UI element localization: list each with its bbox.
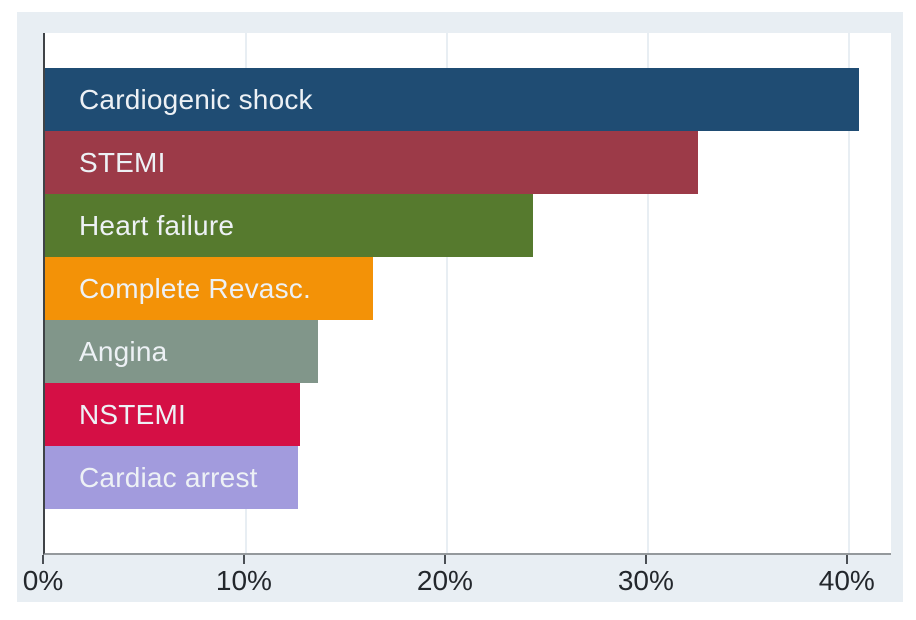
gridline-40 (847, 33, 850, 553)
x-tick-label: 30% (617, 565, 674, 596)
bar-label: Cardiogenic shock (79, 83, 313, 115)
chart-bar: Cardiogenic shock (45, 68, 859, 131)
x-axis: 0% 10% 20% 30% 40% (23, 555, 889, 607)
x-tick-label: 20% (416, 565, 473, 596)
chart-panel: Cardiogenic shock STEMI Heart failure Compl… (17, 12, 903, 602)
chart-bar: Angina (45, 320, 319, 383)
bar-label: Angina (79, 335, 168, 367)
gridline-30 (646, 33, 649, 553)
chart-bar: Heart failure (45, 194, 534, 257)
x-tick-label: 10% (215, 565, 272, 596)
chart-bar: Cardiac arrest (45, 446, 299, 509)
gridline-20 (445, 33, 448, 553)
chart-bar: STEMI (45, 131, 699, 194)
x-tick (845, 555, 848, 564)
x-tick (443, 555, 446, 564)
bar-label: Cardiac arrest (79, 461, 258, 493)
x-tick (644, 555, 647, 564)
x-tick (242, 555, 245, 564)
x-tick-label: 0% (22, 565, 64, 596)
bar-series: Cardiogenic shock STEMI Heart failure Compl… (45, 68, 891, 509)
bar-label: Complete Revasc. (79, 272, 311, 304)
plot-area: Cardiogenic shock STEMI Heart failure Compl… (43, 33, 891, 555)
x-tick-label: 40% (818, 565, 875, 596)
bar-label: STEMI (79, 146, 166, 178)
chart-bar: Complete Revasc. (45, 257, 373, 320)
bar-label: NSTEMI (79, 398, 186, 430)
bar-label: Heart failure (79, 209, 235, 241)
x-tick (42, 555, 44, 564)
chart-bar: NSTEMI (45, 383, 301, 446)
